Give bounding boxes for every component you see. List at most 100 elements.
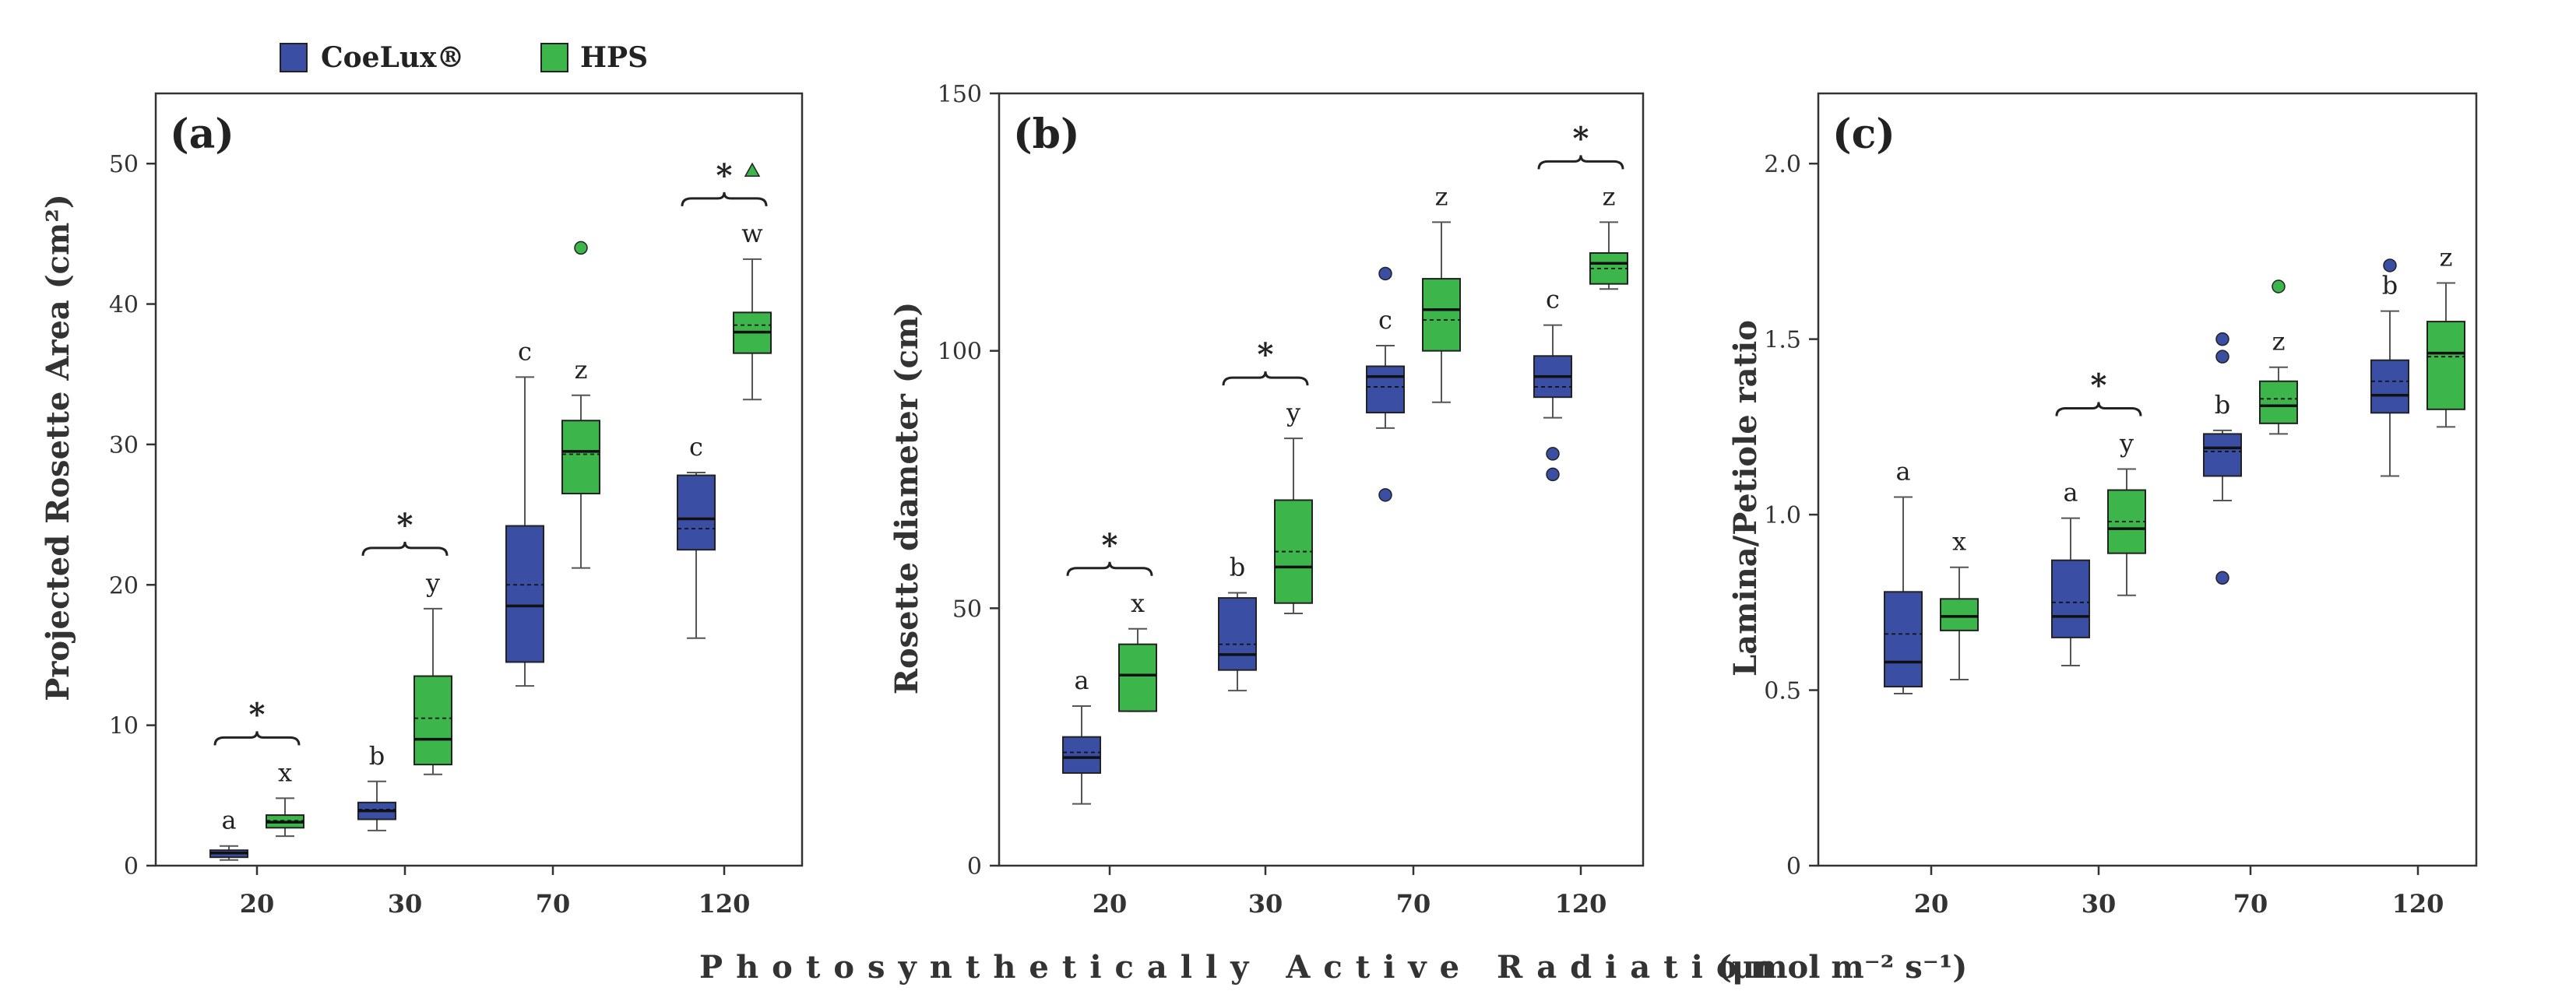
significance-letter: b (2382, 271, 2398, 300)
significance-letter: c (518, 336, 532, 366)
significance-letter: x (278, 757, 292, 787)
significance-bracket: * (681, 157, 768, 206)
box-coelux-20: a (209, 806, 248, 861)
outlier-point (574, 241, 588, 255)
legend: CoeLux® HPS (280, 41, 648, 74)
significance-letter: b (1230, 552, 1245, 582)
box-coelux-120: c (1533, 285, 1572, 482)
box-coelux-70: c (505, 336, 544, 687)
box-body (2426, 321, 2465, 410)
legend-swatch-hps (540, 43, 568, 72)
y-tick-label: 2.0 (1764, 151, 1801, 178)
significance-letter: b (369, 741, 385, 771)
box-hps-120: z (2426, 242, 2465, 428)
significance-letter: a (1895, 457, 1910, 487)
y-tick-label: 100 (938, 339, 982, 366)
box-body (561, 420, 600, 495)
y-tick-label: 0 (967, 853, 982, 880)
x-tick-label: 20 (1093, 889, 1128, 919)
x-tick-label: 20 (240, 889, 275, 919)
significance-star: * (1258, 336, 1274, 373)
box-coelux-30: a (2051, 478, 2090, 666)
box-hps-70: z (1422, 181, 1461, 403)
box-coelux-30: b (357, 741, 396, 831)
significance-bracket: * (1066, 527, 1153, 576)
box-hps-70: z (2259, 279, 2298, 435)
panel-3: (c) 0 0.5 1.0 1.5 2.0 Lamina/Petiole ratio 20 30… (1727, 92, 2478, 919)
x-tick-label: 70 (536, 889, 571, 919)
y-axis-title: Rosette diameter (cm) (889, 302, 925, 695)
panel-1: (a) 0 10 20 30 40 50 Projected Rosette Area (cm… (40, 92, 804, 919)
box-body (1366, 365, 1405, 414)
panel-label: (c) (1832, 111, 1895, 158)
y-tick-label: 0.5 (1764, 678, 1801, 705)
x-tick-label: 120 (699, 889, 751, 919)
outlier-point (2215, 350, 2229, 364)
box-coelux-20: a (1884, 457, 1923, 695)
box-body (2370, 359, 2409, 414)
significance-letter: z (2272, 327, 2286, 357)
y-tick-label: 1.0 (1764, 502, 1801, 529)
box-body (1940, 598, 1979, 631)
x-tick-label: 20 (1914, 889, 1949, 919)
x-tick-label: 30 (388, 889, 423, 919)
significance-letter: y (425, 568, 440, 598)
box-body (413, 675, 452, 766)
bracket-shape (1066, 561, 1153, 576)
significance-bracket: * (361, 507, 449, 557)
x-tick-label: 120 (2392, 889, 2444, 919)
significance-letter: b (2215, 390, 2230, 420)
significance-letter: x (1952, 527, 1966, 557)
significance-star: * (1102, 527, 1118, 564)
plot-frame (1817, 92, 2478, 867)
significance-bracket: * (2055, 367, 2142, 416)
outlier-point (1378, 266, 1392, 281)
y-axis-title: Lamina/Petiole ratio (1727, 320, 1764, 676)
significance-bracket: * (1537, 120, 1624, 170)
box-coelux-30: b (1218, 552, 1257, 692)
plot-frame (998, 92, 1645, 867)
significance-letter: c (1546, 285, 1560, 315)
box-hps-20: x (1118, 589, 1157, 712)
bracket-shape (1537, 155, 1624, 170)
legend-label-hps: HPS (580, 41, 648, 74)
significance-bracket: * (1222, 336, 1309, 386)
significance-star: * (2091, 367, 2107, 403)
bracket-shape (2055, 402, 2142, 416)
y-tick-label: 0 (1786, 853, 1801, 880)
plot-frame (154, 92, 804, 867)
outlier-point (1546, 467, 1560, 482)
y-tick-label: 20 (109, 572, 139, 599)
y-tick-label: 150 (938, 81, 982, 108)
outlier-point (1546, 447, 1560, 461)
significance-letter: c (1378, 305, 1392, 335)
box-body (2051, 559, 2090, 638)
box-body (1218, 597, 1257, 671)
y-tick-label: 30 (109, 432, 139, 459)
box-coelux-120: c (677, 432, 716, 639)
box-body (677, 474, 716, 551)
panel-label: (b) (1013, 111, 1080, 158)
significance-letter: z (1435, 181, 1448, 211)
y-tick-label: 1.5 (1764, 327, 1801, 354)
significance-star: * (249, 696, 266, 733)
box-hps-120: z (1589, 181, 1628, 290)
box-coelux-20: a (1062, 666, 1101, 805)
bracket-shape (1222, 371, 1309, 386)
y-tick-label: 50 (952, 596, 982, 623)
legend-swatch-coelux (280, 43, 308, 72)
x-axis-units: (μmol m⁻² s⁻¹) (1717, 949, 1967, 986)
significance-letter: a (221, 806, 236, 835)
panel-2: (b) 0 50 100 150 Rosette diameter (cm) 20 30 70 1… (889, 81, 1645, 919)
box-hps-30: y (1274, 398, 1313, 614)
significance-letter: w (741, 219, 762, 248)
box-body (2259, 380, 2298, 424)
outlier-point (744, 162, 761, 177)
x-tick-label: 70 (2233, 889, 2268, 919)
legend-label-coelux: CoeLux® (321, 41, 465, 74)
outlier-point (2383, 258, 2397, 272)
box-coelux-120: b (2370, 258, 2409, 477)
bracket-shape (681, 192, 768, 206)
x-tick-label: 70 (1396, 889, 1431, 919)
